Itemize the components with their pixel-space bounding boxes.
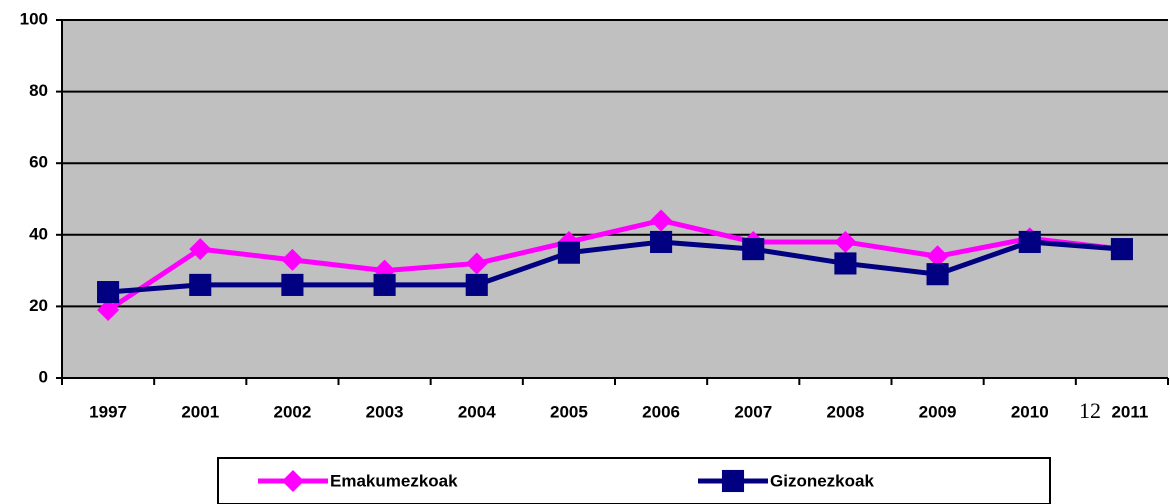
data-point: [465, 273, 488, 296]
series-line: [106, 217, 1123, 313]
data-point: [834, 230, 857, 253]
x-tick-label: 2005: [550, 402, 588, 421]
y-tick-label: 20: [29, 296, 48, 315]
data-point: [1018, 230, 1041, 254]
x-tick-label: 2001: [181, 402, 219, 421]
y-tick-label: 0: [39, 367, 48, 386]
legend-marker: [721, 469, 745, 493]
x-tick-label: 2002: [274, 402, 312, 421]
legend-label: Emakumezkoak: [330, 471, 458, 490]
x-tick-label: 1997: [89, 402, 127, 421]
y-tick-label: 60: [29, 153, 48, 172]
annotation: 12: [1079, 398, 1101, 423]
x-tick-label: 2009: [919, 402, 957, 421]
legend: [217, 457, 1051, 504]
series-line: [107, 239, 1123, 295]
data-point: [1110, 238, 1133, 261]
data-point: [834, 252, 857, 275]
data-point: [373, 273, 396, 296]
x-tick-label: 2004: [458, 402, 496, 421]
x-tick-label: 2010: [1011, 402, 1049, 421]
data-point: [650, 230, 673, 254]
data-point: [97, 281, 120, 304]
data-point: [650, 209, 673, 232]
x-tick-label: 2007: [734, 402, 772, 421]
data-point: [557, 241, 580, 264]
y-tick-label: 40: [29, 224, 48, 243]
data-point: [926, 245, 949, 268]
data-point: [465, 252, 488, 275]
legend-marker: [282, 470, 304, 492]
x-tick-label: 2008: [827, 402, 865, 421]
legend-label: Gizonezkoak: [770, 471, 874, 490]
data-point: [281, 248, 304, 271]
x-tick-label: 2003: [366, 402, 404, 421]
data-point: [926, 263, 949, 286]
data-point: [97, 298, 120, 321]
data-point: [189, 238, 212, 261]
data-point: [189, 273, 212, 296]
plot-area: [62, 20, 1168, 378]
x-tick-label: 2011: [1111, 402, 1148, 421]
y-tick-label: 80: [29, 81, 48, 100]
y-tick-label: 100: [20, 9, 48, 28]
x-tick-label: 2006: [642, 402, 680, 421]
data-point: [742, 238, 765, 261]
data-point: [281, 273, 304, 296]
